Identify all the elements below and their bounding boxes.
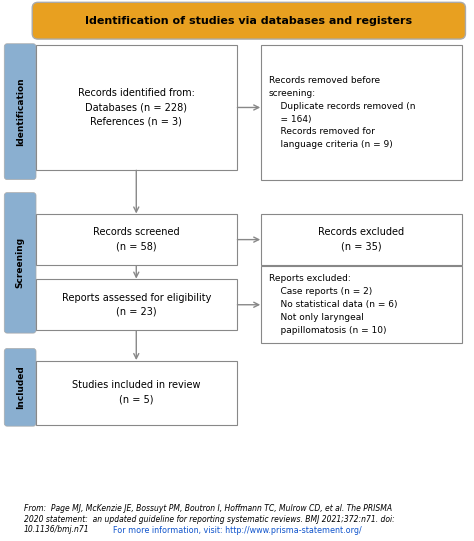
FancyBboxPatch shape (4, 44, 36, 180)
FancyBboxPatch shape (36, 361, 237, 425)
FancyBboxPatch shape (261, 266, 462, 343)
FancyBboxPatch shape (261, 214, 462, 265)
Text: Identification of studies via databases and registers: Identification of studies via databases … (85, 16, 412, 26)
Text: From:  Page MJ, McKenzie JE, Bossuyt PM, Boutron I, Hoffmann TC, Mulrow CD, et a: From: Page MJ, McKenzie JE, Bossuyt PM, … (24, 504, 394, 534)
Text: Records screened
(n = 58): Records screened (n = 58) (93, 227, 180, 252)
FancyBboxPatch shape (32, 2, 465, 39)
Text: Screening: Screening (16, 237, 25, 288)
Text: Records excluded
(n = 35): Records excluded (n = 35) (319, 227, 404, 252)
FancyBboxPatch shape (36, 279, 237, 331)
FancyBboxPatch shape (4, 348, 36, 426)
FancyBboxPatch shape (4, 193, 36, 333)
Text: Included: Included (16, 366, 25, 409)
Text: Studies included in review
(n = 5): Studies included in review (n = 5) (72, 380, 201, 405)
Text: Reports assessed for eligibility
(n = 23): Reports assessed for eligibility (n = 23… (62, 293, 211, 317)
Text: Records identified from:
Databases (n = 228)
References (n = 3): Records identified from: Databases (n = … (78, 88, 195, 127)
Text: Reports excluded:
    Case reports (n = 2)
    No statistical data (n = 6)
    N: Reports excluded: Case reports (n = 2) N… (269, 274, 397, 335)
Text: Records removed before
screening:
    Duplicate records removed (n
    = 164)
  : Records removed before screening: Duplic… (269, 76, 415, 149)
FancyBboxPatch shape (261, 45, 462, 180)
Text: Identification: Identification (16, 77, 25, 146)
FancyBboxPatch shape (36, 214, 237, 265)
Text: For more information, visit: http://www.prisma-statement.org/: For more information, visit: http://www.… (113, 525, 361, 535)
FancyBboxPatch shape (36, 45, 237, 170)
